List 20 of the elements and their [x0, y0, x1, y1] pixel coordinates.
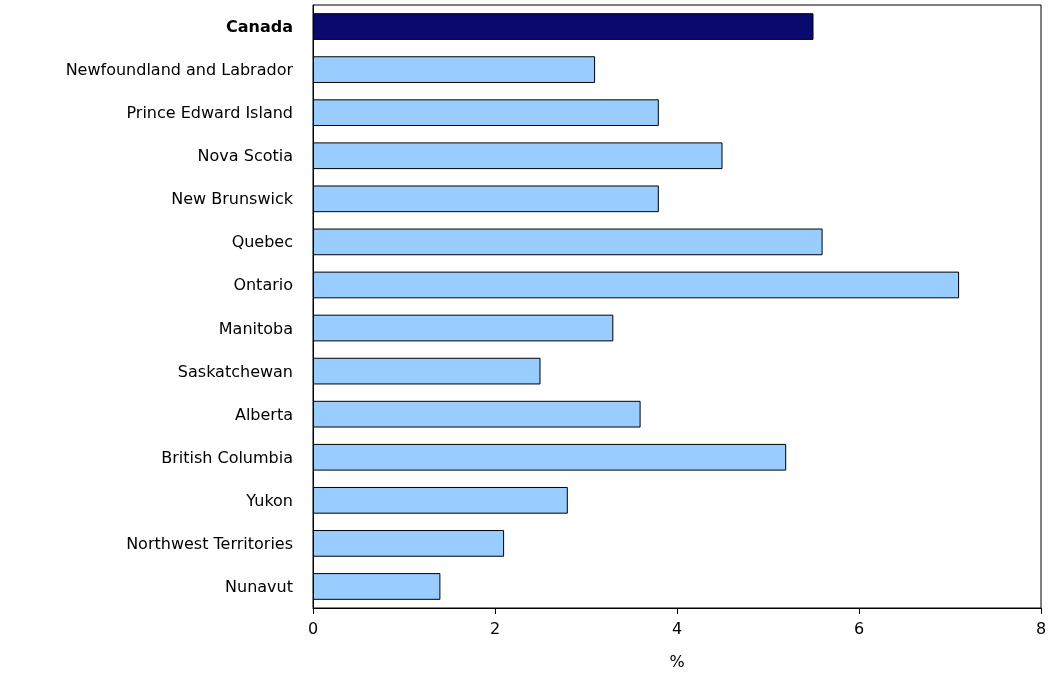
- y-tick-label: Canada: [226, 17, 293, 37]
- y-tick-label: New Brunswick: [171, 189, 294, 209]
- y-tick-label: Nunavut: [225, 576, 293, 596]
- y-tick-label: Manitoba: [218, 318, 293, 338]
- x-tick-label: 0: [307, 618, 319, 638]
- y-tick-label: British Columbia: [161, 447, 293, 467]
- y-tick-label: Newfoundland and Labrador: [65, 60, 294, 80]
- y-tick-label: Alberta: [234, 404, 293, 424]
- x-tick-label: 8: [1035, 618, 1047, 638]
- y-tick-label: Northwest Territories: [126, 533, 293, 553]
- y-tick-label: Saskatchewan: [177, 361, 293, 381]
- y-tick-label: Quebec: [231, 232, 293, 252]
- x-tick-label: 6: [853, 618, 865, 638]
- y-tick-label: Nova Scotia: [197, 146, 293, 166]
- y-tick-label: Yukon: [245, 490, 293, 510]
- y-tick-label: Prince Edward Island: [126, 103, 293, 123]
- y-tick-label: Ontario: [233, 275, 293, 295]
- x-tick-label: 2: [489, 618, 501, 638]
- x-axis-title: %: [669, 651, 685, 671]
- x-tick-label: 4: [671, 618, 683, 638]
